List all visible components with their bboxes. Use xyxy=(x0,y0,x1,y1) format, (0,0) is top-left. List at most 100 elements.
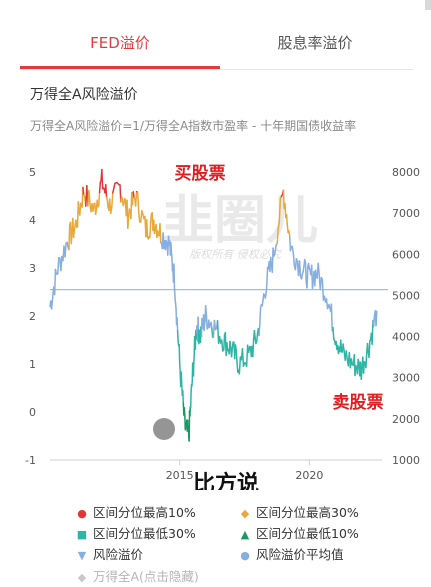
legend-item[interactable]: ● 区间分位最高10% xyxy=(75,504,196,522)
cursor-marker xyxy=(153,418,175,440)
risk-premium-segment xyxy=(242,349,243,366)
y-left-tick-label: 1 xyxy=(29,358,36,371)
risk-premium-segment xyxy=(147,220,148,237)
tab-bar: FED溢价 股息率溢价 xyxy=(0,14,431,70)
risk-premium-segment xyxy=(374,316,375,327)
risk-premium-segment xyxy=(139,212,140,222)
risk-premium-segment xyxy=(326,299,327,308)
risk-premium-segment xyxy=(93,204,94,212)
legend-marker-icon: ● xyxy=(238,547,252,565)
risk-premium-segment xyxy=(303,266,304,271)
risk-premium-segment xyxy=(253,339,254,356)
risk-premium-segment xyxy=(171,252,172,257)
risk-premium-segment xyxy=(83,187,84,195)
tab-dividend-premium[interactable]: 股息率溢价 xyxy=(220,14,410,70)
risk-premium-segment xyxy=(180,363,181,372)
risk-premium-segment xyxy=(318,263,319,275)
risk-premium-segment xyxy=(71,233,72,243)
risk-premium-segment xyxy=(133,192,134,198)
legend-item[interactable]: ●风险溢价平均值 xyxy=(238,546,344,564)
risk-premium-segment xyxy=(112,193,113,208)
risk-premium-segment xyxy=(331,304,332,330)
risk-premium-segment xyxy=(107,200,108,207)
risk-premium-segment xyxy=(138,192,139,212)
risk-premium-segment xyxy=(58,258,59,274)
risk-premium-segment xyxy=(181,372,182,384)
risk-premium-segment xyxy=(239,357,240,374)
y-right-tick-label: 1000 xyxy=(392,454,420,467)
risk-premium-segment xyxy=(52,302,53,309)
legend-item[interactable]: ▲区间分位最低10% xyxy=(238,525,359,543)
y-right-tick-label: 3000 xyxy=(392,372,420,385)
y-right-tick-label: 8000 xyxy=(392,166,420,179)
risk-premium-segment xyxy=(343,344,344,351)
risk-premium-segment xyxy=(204,324,205,330)
risk-premium-segment xyxy=(69,225,70,250)
risk-premium-segment xyxy=(52,293,53,302)
risk-premium-segment xyxy=(300,261,301,277)
y-left-tick-label: 4 xyxy=(29,214,36,227)
risk-premium-segment xyxy=(367,344,368,352)
risk-premium-segment xyxy=(102,170,103,189)
risk-premium-segment xyxy=(206,306,207,316)
risk-premium-segment xyxy=(211,322,212,328)
risk-premium-segment xyxy=(150,223,151,238)
risk-premium-segment xyxy=(316,270,317,276)
legend-item[interactable]: ▼风险溢价 xyxy=(75,546,143,564)
risk-premium-segment xyxy=(305,263,306,283)
tab-fed-premium[interactable]: FED溢价 xyxy=(20,14,220,70)
y-left-tick-label: -1 xyxy=(25,454,36,467)
y-right-tick-label: 2000 xyxy=(392,413,420,426)
annotation-buy: 买股票 xyxy=(175,164,226,184)
legend-item[interactable]: ◆万得全A(点击隐藏) xyxy=(75,568,199,586)
risk-premium-segment xyxy=(178,331,179,341)
risk-premium-segment xyxy=(183,391,184,403)
risk-premium-segment xyxy=(128,217,129,228)
risk-premium-segment xyxy=(214,321,215,330)
x-tick-label: 2015 xyxy=(166,469,194,482)
risk-premium-segment xyxy=(257,334,258,342)
legend-label: 区间分位最低30% xyxy=(93,526,196,541)
legend-item[interactable]: ■区间分位最低30% xyxy=(75,525,196,543)
risk-premium-segment xyxy=(202,319,203,325)
legend-marker-icon: ● xyxy=(75,505,89,523)
y-right-tick-label: 4000 xyxy=(392,331,420,344)
risk-premium-segment xyxy=(235,345,236,350)
legend-label: 区间分位最高10% xyxy=(93,505,196,520)
risk-premium-segment xyxy=(366,353,367,367)
risk-premium-segment xyxy=(67,242,68,247)
chart-subtitle: 万得全A风险溢价=1/万得全A指数市盈率 - 十年期国债收益率 xyxy=(30,117,356,134)
legend-marker-icon: ◆ xyxy=(238,505,252,523)
risk-premium-segment xyxy=(307,267,308,288)
risk-premium-segment xyxy=(78,202,79,213)
risk-premium-segment xyxy=(96,209,97,214)
risk-premium-segment xyxy=(312,280,313,288)
risk-premium-segment xyxy=(361,368,362,380)
y-left-tick-label: 2 xyxy=(29,310,36,323)
legend-label: 风险溢价 xyxy=(93,547,143,562)
risk-premium-segment xyxy=(184,408,185,416)
risk-premium-segment xyxy=(55,270,56,295)
risk-premium-segment xyxy=(236,350,237,362)
risk-premium-segment xyxy=(65,243,66,257)
y-left-tick-label: 0 xyxy=(29,406,36,419)
risk-premium-segment xyxy=(271,257,272,265)
risk-premium-segment xyxy=(279,199,280,222)
risk-premium-segment xyxy=(100,183,101,193)
legend-marker-icon: ◆ xyxy=(75,569,89,587)
y-right-tick-label: 6000 xyxy=(392,248,420,261)
risk-premium-segment xyxy=(111,208,112,214)
risk-premium-segment xyxy=(364,362,365,373)
legend-item[interactable]: ◆区间分位最高30% xyxy=(238,504,359,522)
risk-premium-segment xyxy=(320,278,321,290)
watermark-logo: 韭圈儿 xyxy=(162,191,318,251)
y-right-tick-label: 7000 xyxy=(392,207,420,220)
risk-premium-segment xyxy=(106,185,107,198)
risk-premium-segment xyxy=(136,192,137,206)
chart-title: 万得全A风险溢价 xyxy=(30,84,138,104)
risk-premium-segment xyxy=(259,324,260,336)
y-right-tick-label: 5000 xyxy=(392,289,420,302)
risk-premium-segment xyxy=(222,340,223,351)
risk-premium-segment xyxy=(160,224,161,243)
y-left-tick-label: 3 xyxy=(29,262,36,275)
